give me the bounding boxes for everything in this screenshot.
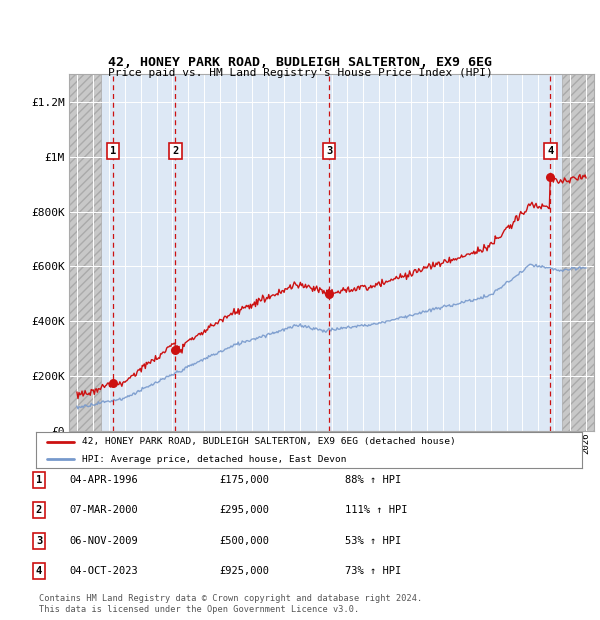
Text: 4: 4: [36, 566, 42, 576]
Text: 42, HONEY PARK ROAD, BUDLEIGH SALTERTON, EX9 6EG: 42, HONEY PARK ROAD, BUDLEIGH SALTERTON,…: [108, 56, 492, 68]
Text: £175,000: £175,000: [219, 475, 269, 485]
Text: 1: 1: [36, 475, 42, 485]
Text: 04-APR-1996: 04-APR-1996: [69, 475, 138, 485]
Text: 73% ↑ HPI: 73% ↑ HPI: [345, 566, 401, 576]
Text: Contains HM Land Registry data © Crown copyright and database right 2024.
This d: Contains HM Land Registry data © Crown c…: [39, 595, 422, 614]
Text: 1: 1: [110, 146, 116, 156]
Text: HPI: Average price, detached house, East Devon: HPI: Average price, detached house, East…: [82, 454, 347, 464]
Text: 42, HONEY PARK ROAD, BUDLEIGH SALTERTON, EX9 6EG (detached house): 42, HONEY PARK ROAD, BUDLEIGH SALTERTON,…: [82, 437, 456, 446]
Text: 3: 3: [36, 536, 42, 546]
Text: £925,000: £925,000: [219, 566, 269, 576]
Text: 53% ↑ HPI: 53% ↑ HPI: [345, 536, 401, 546]
Text: 3: 3: [326, 146, 332, 156]
Text: 4: 4: [547, 146, 553, 156]
Text: £295,000: £295,000: [219, 505, 269, 515]
Bar: [69, 74, 101, 431]
Text: Price paid vs. HM Land Registry's House Price Index (HPI): Price paid vs. HM Land Registry's House …: [107, 68, 493, 78]
Text: 07-MAR-2000: 07-MAR-2000: [69, 505, 138, 515]
Text: £500,000: £500,000: [219, 536, 269, 546]
Bar: [562, 74, 594, 431]
Text: 2: 2: [36, 505, 42, 515]
Text: 04-OCT-2023: 04-OCT-2023: [69, 566, 138, 576]
Text: 111% ↑ HPI: 111% ↑ HPI: [345, 505, 407, 515]
Text: 06-NOV-2009: 06-NOV-2009: [69, 536, 138, 546]
Text: 88% ↑ HPI: 88% ↑ HPI: [345, 475, 401, 485]
Text: 2: 2: [172, 146, 178, 156]
